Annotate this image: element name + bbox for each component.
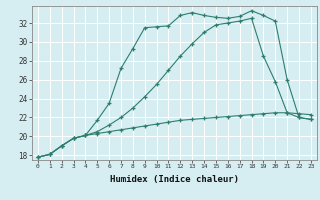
X-axis label: Humidex (Indice chaleur): Humidex (Indice chaleur) (110, 175, 239, 184)
